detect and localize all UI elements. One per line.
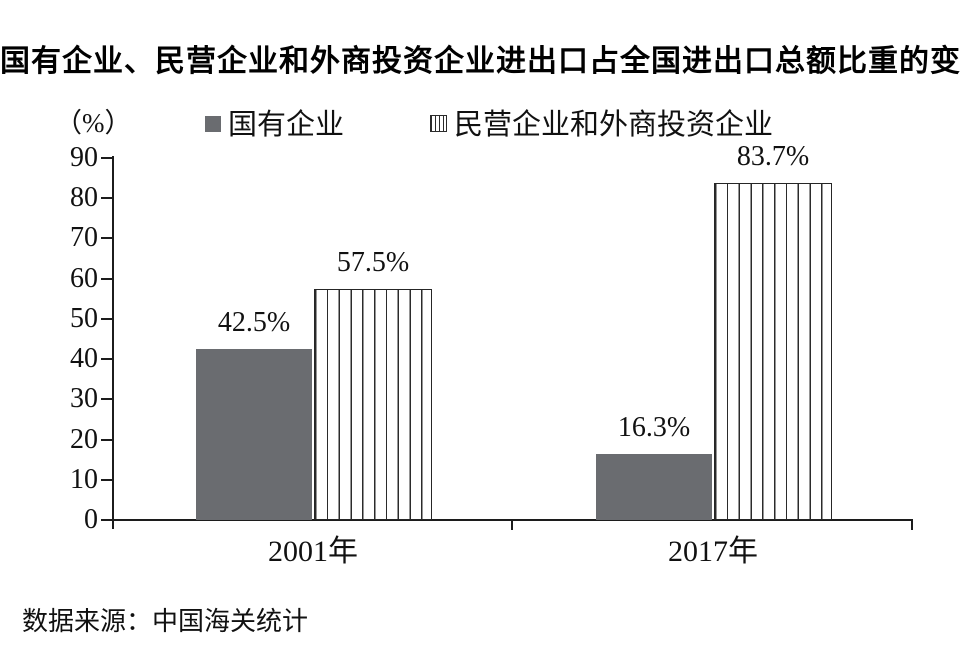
y-axis-tick-label: 80	[70, 182, 98, 214]
y-axis-tick	[101, 438, 113, 441]
x-category-label: 2017年	[668, 535, 758, 568]
bar-solid	[596, 454, 712, 520]
bar-value-label: 83.7%	[736, 141, 810, 173]
legend-item-solid: 国有企业	[205, 101, 344, 143]
y-axis-tick-label: 20	[70, 423, 98, 455]
legend-swatch-solid	[205, 115, 221, 132]
y-axis-tick-label: 40	[70, 343, 98, 375]
y-axis-tick	[101, 478, 113, 481]
bar-solid	[196, 349, 312, 520]
y-axis-tick	[101, 197, 113, 200]
y-axis-tick-label: 10	[70, 463, 98, 495]
x-axis-end-tick	[511, 521, 513, 530]
legend-item-striped: 民营企业和外商投资企业	[430, 101, 773, 143]
bar-striped	[714, 183, 832, 520]
bar-value-label: 16.3%	[617, 412, 691, 444]
legend-swatch-striped	[430, 115, 447, 132]
data-source-note: 数据来源：中国海关统计	[22, 607, 309, 636]
y-axis-tick-label: 70	[70, 222, 98, 254]
y-axis-tick	[101, 277, 113, 280]
y-axis-tick-label: 90	[70, 142, 98, 173]
y-axis-tick	[101, 317, 113, 320]
y-axis-line	[112, 156, 114, 529]
x-category-label: 2001年	[268, 535, 358, 568]
y-axis-tick-label: 0	[84, 504, 98, 535]
y-axis-tick-label: 60	[70, 262, 98, 294]
y-axis-unit-label: （%）	[55, 108, 132, 138]
y-axis-tick	[101, 358, 113, 361]
y-axis-tick-label: 30	[70, 383, 98, 415]
legend-label-solid: 国有企业	[228, 109, 345, 141]
legend-label-striped: 民营企业和外商投资企业	[454, 109, 774, 141]
y-axis-tick	[101, 157, 113, 159]
x-axis-line	[107, 519, 913, 521]
y-axis-tick	[101, 237, 113, 240]
bar-value-label: 42.5%	[217, 307, 291, 339]
chart-title: 国有企业、民营企业和外商投资企业进出口占全国进出口总额比重的变化	[0, 45, 960, 78]
y-axis-tick	[101, 398, 113, 401]
bar-striped	[314, 288, 432, 520]
x-axis-end-tick	[911, 521, 913, 530]
y-axis-tick	[101, 519, 113, 521]
y-axis-tick-label: 50	[70, 302, 98, 334]
bar-value-label: 57.5%	[336, 246, 410, 278]
